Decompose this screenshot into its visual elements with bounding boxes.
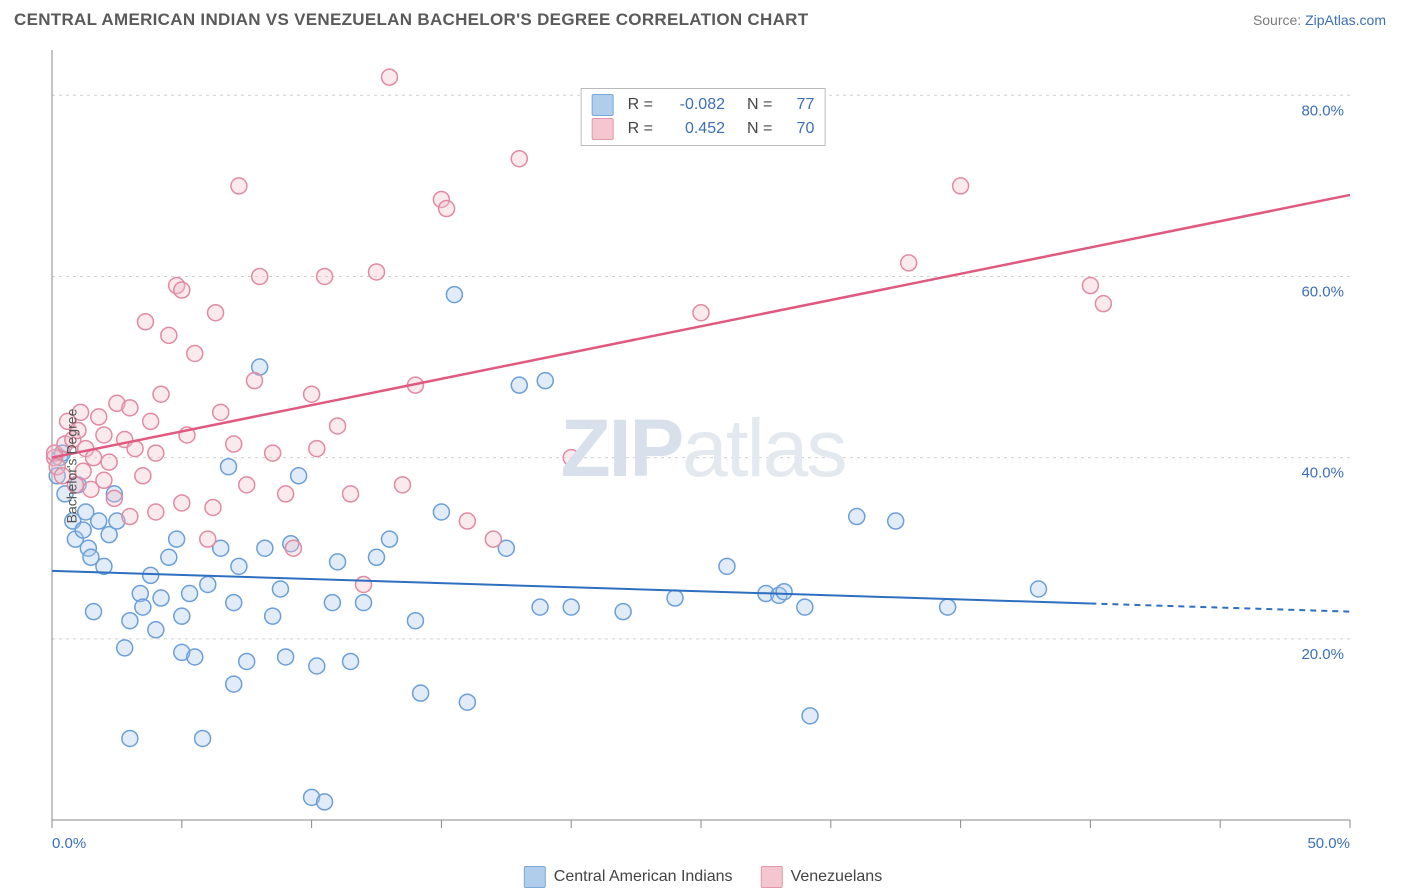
legend-r-label: R = (628, 93, 653, 117)
y-axis-label: Bachelor's Degree (63, 409, 79, 524)
legend-swatch (592, 94, 614, 116)
series-name: Venezuelans (791, 868, 883, 886)
series-legend: Central American Indians Venezuelans (524, 866, 882, 888)
svg-text:50.0%: 50.0% (1307, 835, 1350, 852)
chart-container: Bachelor's Degree ZIPatlas 20.0%40.0%60.… (0, 40, 1406, 892)
legend-r-value: 0.452 (667, 117, 725, 141)
chart-source: Source: ZipAtlas.com (1253, 12, 1386, 28)
legend-n-label: N = (747, 117, 772, 141)
legend-row: R = 0.452 N = 70 (592, 117, 815, 141)
svg-text:60.0%: 60.0% (1301, 283, 1344, 300)
svg-text:80.0%: 80.0% (1301, 102, 1344, 119)
series-name: Central American Indians (554, 868, 733, 886)
legend-swatch (524, 866, 546, 888)
legend-n-value: 70 (786, 117, 814, 141)
legend-n-label: N = (747, 93, 772, 117)
legend-r-label: R = (628, 117, 653, 141)
legend-swatch (761, 866, 783, 888)
series-legend-item: Venezuelans (761, 866, 883, 888)
svg-text:20.0%: 20.0% (1301, 646, 1344, 663)
svg-text:40.0%: 40.0% (1301, 465, 1344, 482)
scatter-chart: 20.0% 40.0% 60.0% 80.0% 0.0% 50.0% (0, 40, 1406, 860)
legend-swatch (592, 118, 614, 140)
correlation-legend: R = -0.082 N = 77 R = 0.452 N = 70 (581, 88, 826, 146)
series-legend-item: Central American Indians (524, 866, 733, 888)
legend-row: R = -0.082 N = 77 (592, 93, 815, 117)
chart-header: CENTRAL AMERICAN INDIAN VS VENEZUELAN BA… (0, 0, 1406, 35)
chart-title: CENTRAL AMERICAN INDIAN VS VENEZUELAN BA… (14, 10, 808, 30)
svg-text:0.0%: 0.0% (52, 835, 86, 852)
legend-r-value: -0.082 (667, 93, 725, 117)
source-link[interactable]: ZipAtlas.com (1305, 12, 1386, 28)
legend-n-value: 77 (786, 93, 814, 117)
